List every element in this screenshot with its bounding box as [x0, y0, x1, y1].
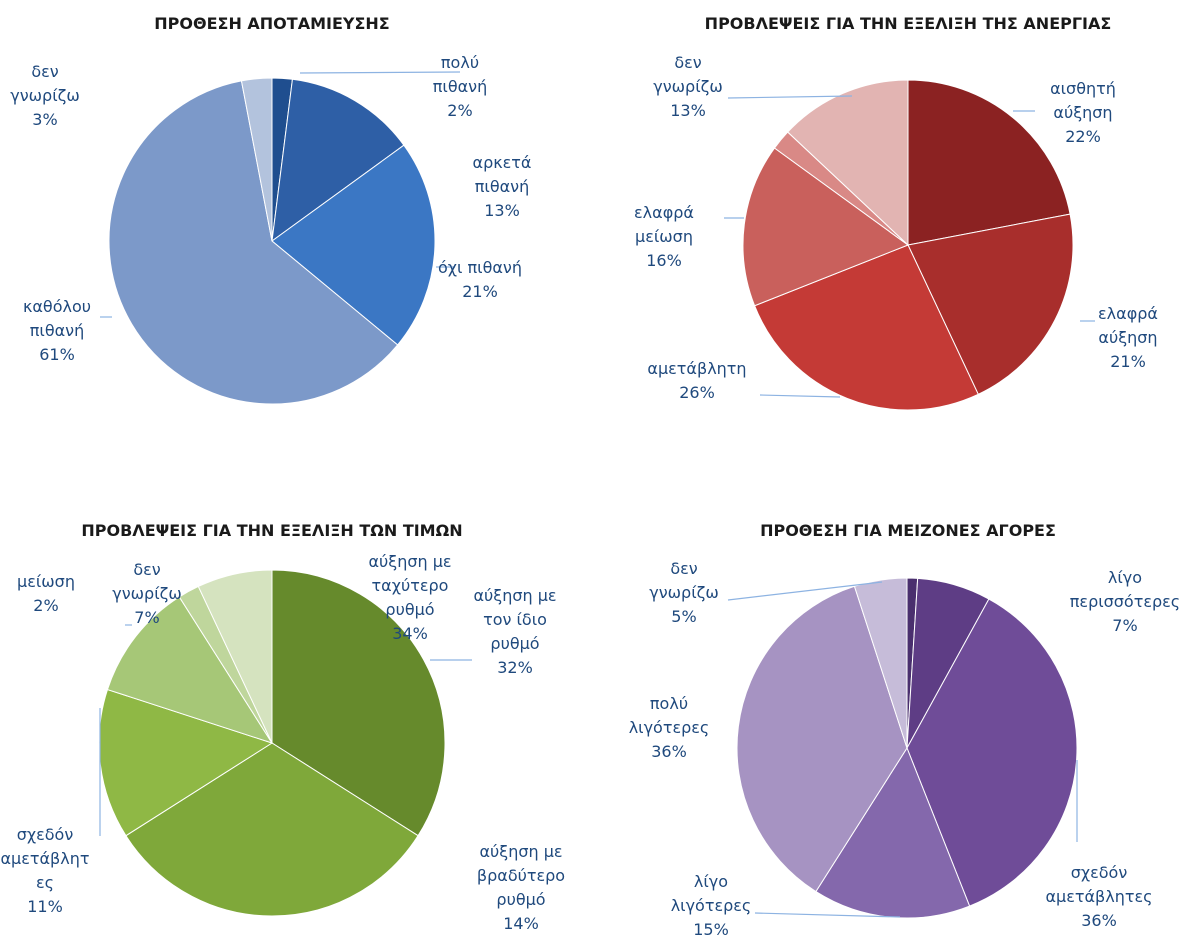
slice-category-label: πιθανή [433, 77, 487, 96]
slice-percent-label: 22% [1065, 127, 1101, 146]
slice-category-label: ελαφρά [1098, 304, 1158, 323]
pie-slice [106, 596, 274, 744]
leader-line [759, 394, 841, 398]
slice-category-label: αύξηση με [368, 552, 451, 571]
slice-percent-label: 26% [679, 383, 715, 402]
slice-percent-label: 13% [484, 201, 520, 220]
slice-category-label: αύξηση με [479, 842, 562, 861]
slice-percent-label: 14% [503, 914, 539, 933]
pie-purchases: λίγο περισσότερες 7% σχεδόν αμετάβλητες 36% λί… [629, 559, 1181, 939]
leader-line [727, 95, 853, 99]
slice-category-label: ρυθμό [496, 890, 545, 909]
slice-category-label: αμετάβλητες [1045, 887, 1152, 906]
pie-slice [787, 79, 909, 247]
slice-category-label: ταχύτερο [372, 576, 449, 595]
slice-category-label: αρκετά [473, 153, 532, 172]
slice-category-label: σχεδόν [1071, 863, 1128, 882]
pie-slice [271, 78, 405, 243]
slice-category-label: πολύ [441, 53, 479, 72]
pie-slice [907, 79, 1071, 246]
slice-percent-label: 7% [1112, 616, 1137, 635]
slice-category-label: τον ίδιο [483, 610, 547, 629]
pie-slice [240, 77, 273, 242]
pie-slice [753, 244, 979, 411]
slice-category-label: γνωρίζω [653, 77, 722, 96]
slice-category-label: πιθανή [475, 177, 529, 196]
slice-category-label: ες [36, 873, 54, 892]
slice-category-label: μείωση [635, 227, 693, 246]
slice-percent-label: 7% [134, 608, 159, 627]
leader-line [754, 912, 901, 918]
leader-line [299, 71, 461, 74]
leader-line [727, 581, 883, 601]
slice-category-label: πιθανή [30, 321, 84, 340]
slice-percent-label: 5% [671, 607, 696, 626]
slice-category-label: αύξηση με [473, 586, 556, 605]
slice-category-label: πολύ [650, 694, 688, 713]
slice-category-label: λιγότερες [671, 896, 752, 915]
slice-category-label: λιγότερες [629, 718, 710, 737]
slice-category-label: ρυθμό [385, 600, 434, 619]
slice-category-label: αύξηση [1098, 328, 1157, 347]
slice-category-label: ελαφρά [634, 203, 694, 222]
chart-title-unemployment: ΠΡΟΒΛΕΨΕΙΣ ΓΙΑ ΤΗΝ ΕΞΕΛΙΞΗ ΤΗΣ ΑΝΕΡΓΙΑΣ [705, 14, 1112, 33]
slice-category-label: δεν [674, 53, 701, 72]
slice-percent-label: 16% [646, 251, 682, 270]
slice-category-label: βραδύτερο [477, 866, 565, 885]
slice-percent-label: 34% [392, 624, 428, 643]
slice-category-label: καθόλου [23, 297, 91, 316]
slice-percent-label: 15% [693, 920, 729, 939]
slice-category-label: λίγο [694, 872, 728, 891]
pie-slice [742, 147, 910, 307]
pie-slice [853, 577, 908, 749]
slice-category-label: δεν [670, 559, 697, 578]
pie-slice [906, 598, 1078, 907]
slice-category-label: ρυθμό [490, 634, 539, 653]
pie-prices: αύξηση με ταχύτερο ρυθμό 34% αύξηση με τον ίδ… [0, 552, 565, 933]
slice-category-label: γνωρίζω [112, 584, 181, 603]
slice-percent-label: 21% [462, 282, 498, 301]
pie-slice [907, 213, 1074, 395]
slice-category-label: δεν [31, 62, 58, 81]
slice-category-label: λίγο [1108, 568, 1142, 587]
pie-slice [125, 742, 419, 917]
pie-slice [197, 569, 273, 744]
slice-percent-label: 36% [1081, 911, 1117, 930]
slice-percent-label: 21% [1110, 352, 1146, 371]
pie-savings: πολύ πιθανή 2% αρκετά πιθανή 13% όχι πιθανή 21%… [10, 53, 532, 405]
pie-slice [736, 585, 908, 893]
chart-title-savings: ΠΡΟΘΕΣΗ ΑΠΟΤΑΜΙΕΥΣΗΣ [154, 14, 389, 33]
slice-category-label: περισσότερες [1070, 592, 1180, 611]
slice-percent-label: 32% [497, 658, 533, 677]
chart-title-purchases: ΠΡΟΘΕΣΗ ΓΙΑ ΜΕΙΖΟΝΕΣ ΑΓΟΡΕΣ [760, 521, 1056, 540]
pie-slice [271, 144, 436, 346]
pie-slice [108, 80, 399, 405]
slice-category-label: όχι πιθανή [438, 258, 522, 277]
slice-percent-label: 3% [32, 110, 57, 129]
pie-unemployment: αισθητή αύξηση 22% ελαφρά αύξηση 21% αμετάβλητ… [634, 53, 1158, 411]
slice-percent-label: 11% [27, 897, 63, 916]
slice-category-label: σχεδόν [17, 825, 74, 844]
slice-category-label: αμετάβλητ [0, 849, 89, 868]
slice-category-label: γνωρίζω [649, 583, 718, 602]
slice-category-label: μείωση [17, 572, 75, 591]
slice-percent-label: 2% [33, 596, 58, 615]
slice-percent-label: 36% [651, 742, 687, 761]
slice-percent-label: 2% [447, 101, 472, 120]
chart-title-prices: ΠΡΟΒΛΕΨΕΙΣ ΓΙΑ ΤΗΝ ΕΞΕΛΙΞΗ ΤΩΝ ΤΙΜΩΝ [81, 521, 462, 540]
slice-category-label: δεν [133, 560, 160, 579]
slice-percent-label: 13% [670, 101, 706, 120]
slice-category-label: αμετάβλητη [647, 359, 746, 378]
slice-percent-label: 61% [39, 345, 75, 364]
slice-category-label: αύξηση [1053, 103, 1112, 122]
pie-slice [271, 569, 446, 837]
slice-category-label: αισθητή [1050, 79, 1116, 98]
slice-category-label: γνωρίζω [10, 86, 79, 105]
